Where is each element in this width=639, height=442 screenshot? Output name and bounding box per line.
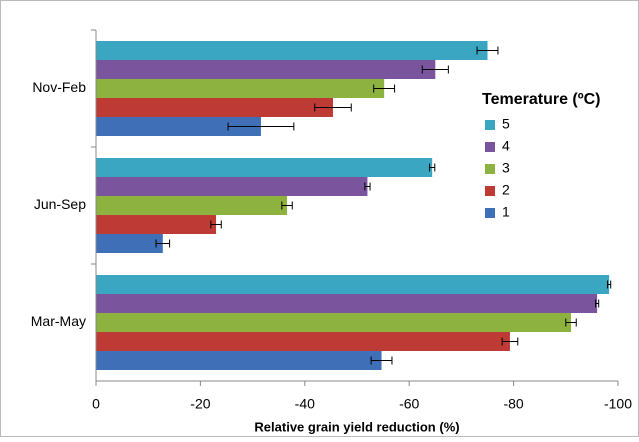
error-bar [227, 122, 295, 131]
x-tick-label: -100 [604, 396, 632, 412]
bar [96, 294, 598, 313]
legend-swatch [485, 164, 495, 174]
error-bar [314, 103, 352, 112]
legend-label: 1 [502, 204, 510, 220]
legend-title: Temerature (ºC) [482, 91, 600, 108]
error-bar [364, 182, 371, 191]
bar [96, 177, 368, 196]
bar [96, 332, 510, 351]
bar [96, 234, 163, 253]
y-tick-label: Jun-Sep [34, 196, 86, 212]
legend-label: 3 [502, 160, 510, 176]
error-bar [421, 65, 449, 74]
error-bar [210, 220, 222, 229]
error-bar [281, 201, 293, 210]
x-tick-label: -20 [190, 396, 210, 412]
error-bar [607, 280, 612, 289]
bar [96, 60, 436, 79]
bar [96, 117, 261, 136]
x-axis-label: Relative grain yield reduction (%) [254, 419, 459, 434]
error-bar [595, 299, 600, 308]
x-tick-label: -80 [503, 396, 523, 412]
bar [96, 275, 610, 294]
bar [96, 41, 488, 60]
x-tick-label: 0 [92, 396, 100, 412]
bar [96, 313, 572, 332]
legend-swatch [485, 120, 495, 130]
bar [96, 215, 217, 234]
legend-swatch [485, 142, 495, 152]
x-tick-label: -40 [295, 396, 315, 412]
error-bar [373, 84, 396, 93]
bar [96, 79, 385, 98]
legend-label: 4 [502, 138, 510, 154]
bar [96, 98, 333, 117]
y-tick-label: Nov-Feb [32, 79, 86, 95]
bar [96, 158, 433, 177]
x-tick-label: -60 [399, 396, 419, 412]
legend-swatch [485, 208, 495, 218]
error-bar [370, 356, 393, 365]
error-bar [429, 163, 436, 172]
legend-label: 5 [502, 116, 510, 132]
y-tick-label: Mar-May [31, 313, 86, 329]
error-bar [155, 239, 171, 248]
legend-swatch [485, 186, 495, 196]
bar [96, 351, 382, 370]
error-bar [476, 46, 499, 55]
bar [96, 196, 288, 215]
error-bar [565, 318, 577, 327]
legend-label: 2 [502, 182, 510, 198]
error-bar [501, 337, 519, 346]
